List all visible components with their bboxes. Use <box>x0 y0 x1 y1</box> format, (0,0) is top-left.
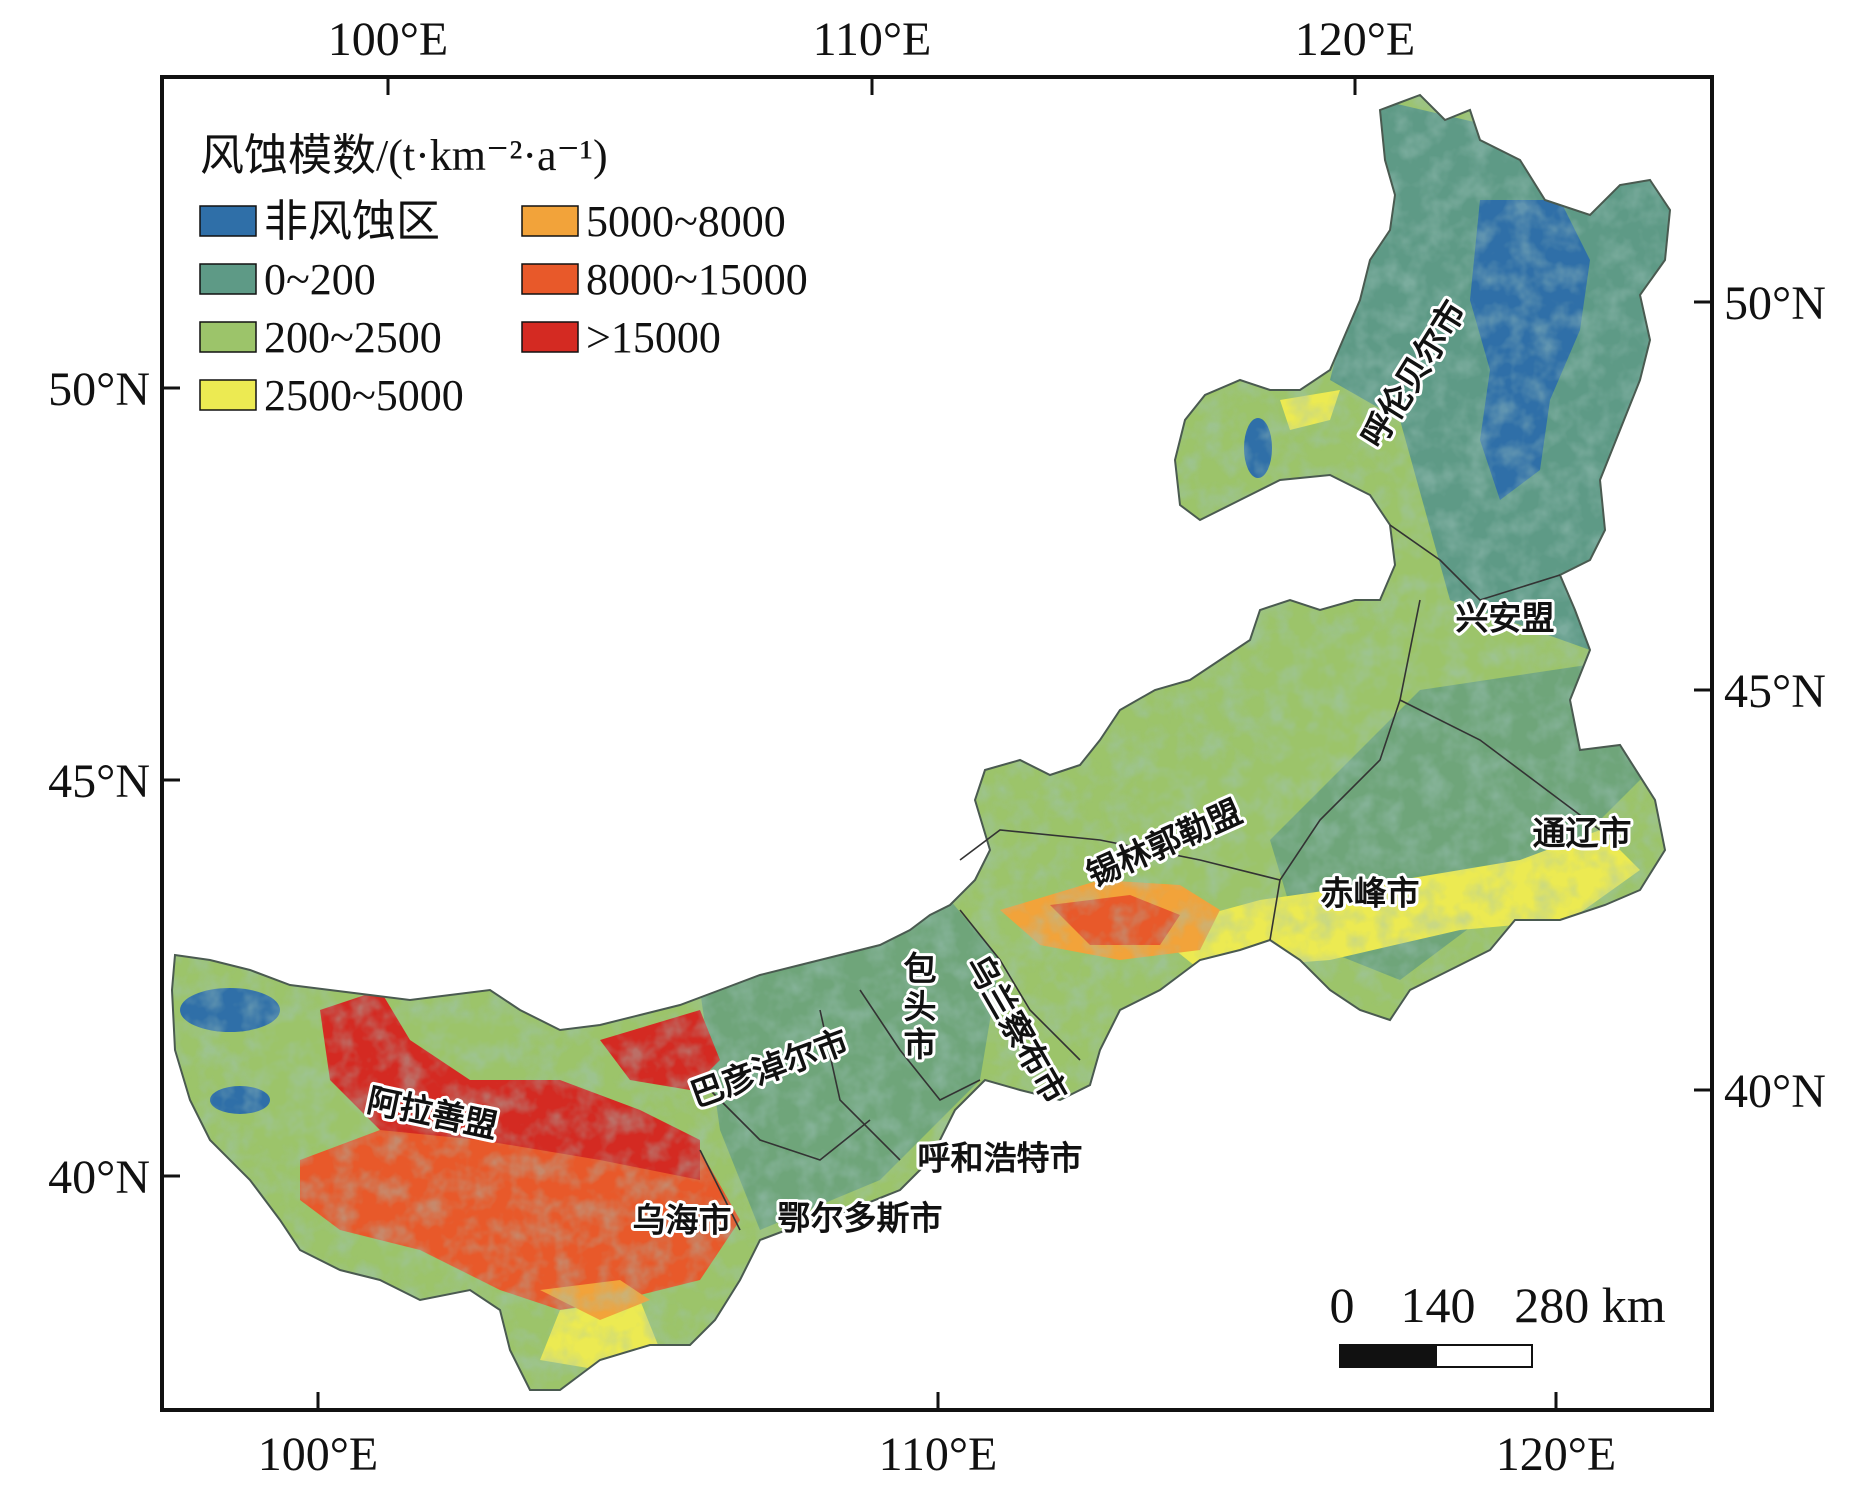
tick-left-40n: 40°N <box>48 1151 150 1204</box>
legend-swatch-4 <box>521 205 579 237</box>
legend-title: 风蚀模数/(t·km⁻²·a⁻¹) <box>200 131 608 180</box>
legend-label-1: 0~200 <box>264 255 376 304</box>
tick-left-45n: 45°N <box>48 755 150 808</box>
scale-label-0: 0 <box>1330 1277 1355 1333</box>
legend-swatch-5 <box>521 263 579 295</box>
right-tick-labels: 50°N 45°N 40°N <box>1724 277 1826 1118</box>
legend-swatch-2 <box>199 321 257 353</box>
scale-bar: 0 140 280 km <box>1330 1277 1666 1368</box>
legend-swatch-3 <box>199 379 257 411</box>
legend-swatch-0 <box>199 205 257 237</box>
tick-bottom-120e: 120°E <box>1496 1428 1617 1481</box>
region-label-10: 乌海市 <box>633 1201 732 1240</box>
tick-right-45n: 45°N <box>1724 665 1826 718</box>
tick-top-110e: 110°E <box>813 13 932 66</box>
legend: 风蚀模数/(t·km⁻²·a⁻¹) 非风蚀区 0~200 200~2500 2500~… <box>199 131 808 420</box>
legend-swatch-6 <box>521 321 579 353</box>
region-label-11: 鄂尔多斯市 <box>778 1199 943 1238</box>
legend-label-6: >15000 <box>586 313 721 362</box>
top-tick-labels: 100°E 110°E 120°E <box>328 13 1416 66</box>
scale-label-140: 140 <box>1401 1277 1476 1333</box>
legend-label-5: 8000~15000 <box>586 255 808 304</box>
scale-label-280-km: 280 km <box>1514 1277 1666 1333</box>
legend-label-2: 200~2500 <box>264 313 442 362</box>
region-label-3: 赤峰市 <box>1321 874 1420 913</box>
tick-right-40n: 40°N <box>1724 1065 1826 1118</box>
legend-label-4: 5000~8000 <box>586 197 786 246</box>
legend-label-3: 2500~5000 <box>264 371 464 420</box>
axis-ticks <box>162 77 1712 1410</box>
tick-top-120e: 120°E <box>1295 13 1416 66</box>
tick-right-50n: 50°N <box>1724 277 1826 330</box>
legend-swatch-1 <box>199 263 257 295</box>
tick-left-50n: 50°N <box>48 363 150 416</box>
scale-segment-black <box>1339 1344 1437 1368</box>
region-label-1: 兴安盟 <box>1456 599 1555 638</box>
bottom-tick-labels: 100°E 110°E 120°E <box>258 1428 1617 1481</box>
scale-segment-white <box>1435 1344 1533 1368</box>
region-label-2: 通辽市 <box>1533 814 1632 853</box>
legend-label-0: 非风蚀区 <box>264 197 440 246</box>
region-label-7: 呼和浩特市 <box>918 1139 1083 1178</box>
tick-bottom-110e: 110°E <box>879 1428 998 1481</box>
left-tick-labels: 50°N 45°N 40°N <box>48 363 150 1204</box>
tick-top-100e: 100°E <box>328 13 449 66</box>
region-label-6: 包头市 <box>904 949 937 1064</box>
tick-bottom-100e: 100°E <box>258 1428 379 1481</box>
admin-boundaries <box>699 524 1601 1231</box>
